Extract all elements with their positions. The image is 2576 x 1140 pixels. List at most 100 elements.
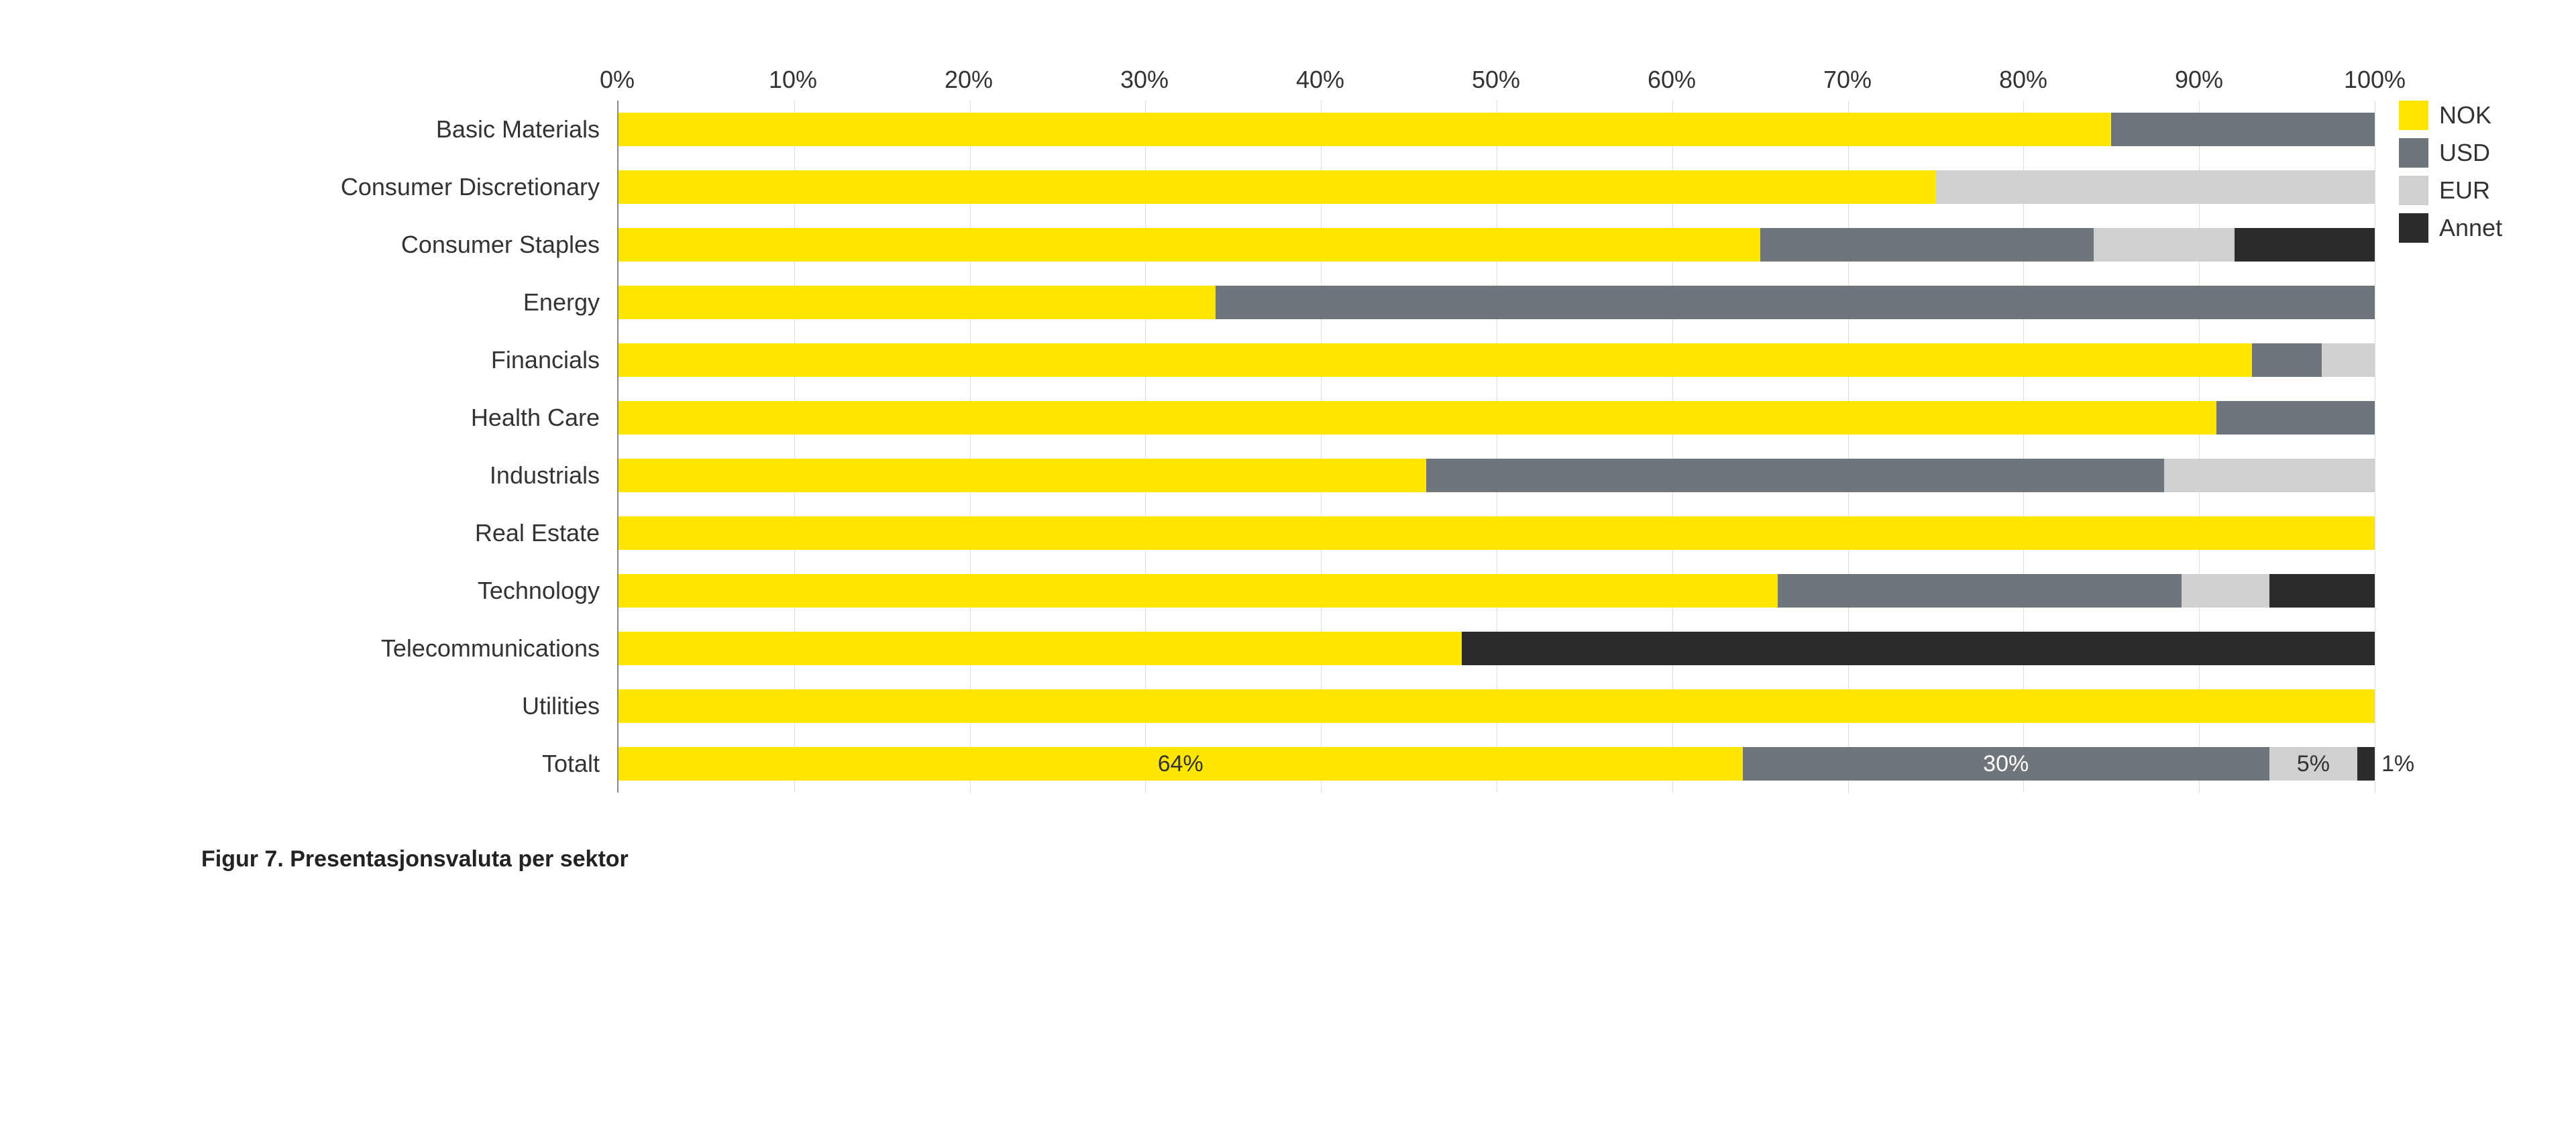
bar-segment-usd — [2111, 113, 2375, 146]
bar-segment-usd — [1426, 459, 2164, 492]
x-tick-label: 20% — [945, 66, 993, 94]
x-tick-label: 30% — [1120, 66, 1169, 94]
legend-item-eur: EUR — [2399, 176, 2546, 205]
x-axis-spacer — [201, 54, 617, 101]
category-label: Consumer Discretionary — [201, 158, 617, 216]
stacked-bar — [619, 113, 2375, 146]
category-label: Real Estate — [201, 504, 617, 562]
bar-segment-usd — [2216, 401, 2375, 435]
bar-row — [619, 331, 2375, 389]
bar-segment-nok — [619, 632, 1462, 665]
bar-segment-usd — [2252, 343, 2322, 377]
bar-segment-eur — [2164, 459, 2375, 492]
bar-segment-eur — [2094, 228, 2234, 262]
bar-row — [619, 447, 2375, 504]
category-label: Industrials — [201, 447, 617, 504]
legend-item-nok: NOK — [2399, 101, 2546, 130]
x-axis: 0%10%20%30%40%50%60%70%80%90%100% — [617, 54, 2375, 101]
category-label: Utilities — [201, 677, 617, 735]
bar-segment-annet — [1462, 632, 2375, 665]
legend-item-usd: USD — [2399, 138, 2546, 168]
bar-row: 64%30%5%1% — [619, 735, 2375, 793]
x-tick-label: 0% — [600, 66, 635, 94]
stacked-bar: 64%30%5% — [619, 747, 2375, 781]
stacked-bar — [619, 459, 2375, 492]
bar-segment-usd — [1778, 574, 2182, 608]
bar-segment-nok — [619, 574, 1778, 608]
category-labels-column: Basic MaterialsConsumer DiscretionaryCon… — [201, 54, 617, 793]
legend-item-annet: Annet — [2399, 213, 2546, 243]
category-label: Telecommunications — [201, 620, 617, 677]
stacked-bar — [619, 401, 2375, 435]
plot-body: 64%30%5%1% — [617, 101, 2375, 793]
bar-segment-usd — [1760, 228, 2094, 262]
x-tick-label: 40% — [1296, 66, 1344, 94]
category-label: Financials — [201, 331, 617, 389]
legend-swatch — [2399, 213, 2428, 243]
stacked-bar — [619, 286, 2375, 319]
bar-segment-eur: 5% — [2269, 747, 2357, 781]
legend-label: USD — [2439, 139, 2490, 167]
chart-area: Basic MaterialsConsumer DiscretionaryCon… — [201, 54, 2375, 793]
bar-segment-annet — [2235, 228, 2375, 262]
legend-label: Annet — [2439, 214, 2502, 242]
bar-segment-annet — [2357, 747, 2375, 781]
bar-row — [619, 158, 2375, 216]
bar-segment-eur — [2322, 343, 2375, 377]
stacked-bar — [619, 574, 2375, 608]
bar-segment-annet — [2269, 574, 2375, 608]
x-tick-label: 10% — [769, 66, 817, 94]
legend-swatch — [2399, 176, 2428, 205]
legend-swatch — [2399, 101, 2428, 130]
bar-segment-nok — [619, 286, 1216, 319]
legend-label: EUR — [2439, 176, 2490, 205]
bar-segment-nok — [619, 516, 2375, 550]
bar-segment-nok — [619, 689, 2375, 723]
stacked-bar — [619, 343, 2375, 377]
bar-segment-nok — [619, 228, 1760, 262]
x-tick-label: 60% — [1648, 66, 1696, 94]
bar-row — [619, 562, 2375, 620]
x-tick-label: 100% — [2344, 66, 2406, 94]
legend: NOK USD EUR Annet — [2399, 101, 2546, 251]
stacked-bar — [619, 632, 2375, 665]
category-label: Totalt — [201, 735, 617, 793]
stacked-bar — [619, 516, 2375, 550]
bar-segment-usd: 30% — [1743, 747, 2269, 781]
plot-column: 0%10%20%30%40%50%60%70%80%90%100% 64%30%… — [617, 54, 2375, 793]
bar-row — [619, 274, 2375, 331]
x-tick-label: 50% — [1472, 66, 1520, 94]
bar-overflow-label: 1% — [2381, 751, 2414, 777]
bar-segment-nok — [619, 170, 1936, 204]
bar-segment-nok — [619, 113, 2111, 146]
bar-row — [619, 504, 2375, 562]
bar-segment-eur — [1936, 170, 2375, 204]
stacked-bar — [619, 689, 2375, 723]
category-labels: Basic MaterialsConsumer DiscretionaryCon… — [201, 101, 617, 793]
bar-segment-eur — [2182, 574, 2269, 608]
x-tick-label: 70% — [1823, 66, 1872, 94]
bar-segment-nok — [619, 343, 2252, 377]
stacked-bar — [619, 228, 2375, 262]
stacked-bar — [619, 170, 2375, 204]
category-label: Technology — [201, 562, 617, 620]
category-label: Consumer Staples — [201, 216, 617, 274]
bar-row — [619, 216, 2375, 274]
bar-segment-nok: 64% — [619, 747, 1743, 781]
bar-row — [619, 101, 2375, 158]
bar-row — [619, 620, 2375, 677]
legend-label: NOK — [2439, 101, 2491, 129]
x-tick-label: 90% — [2175, 66, 2223, 94]
x-tick-label: 80% — [1999, 66, 2047, 94]
category-label: Energy — [201, 274, 617, 331]
bar-row — [619, 389, 2375, 447]
legend-swatch — [2399, 138, 2428, 168]
category-label: Basic Materials — [201, 101, 617, 158]
bar-segment-usd — [1216, 286, 2375, 319]
stacked-bar-chart: Basic MaterialsConsumer DiscretionaryCon… — [201, 54, 2375, 872]
bar-row — [619, 677, 2375, 735]
figure-caption: Figur 7. Presentasjonsvaluta per sektor — [201, 846, 2375, 872]
bar-segment-nok — [619, 401, 2216, 435]
category-label: Health Care — [201, 389, 617, 447]
bar-segment-nok — [619, 459, 1426, 492]
